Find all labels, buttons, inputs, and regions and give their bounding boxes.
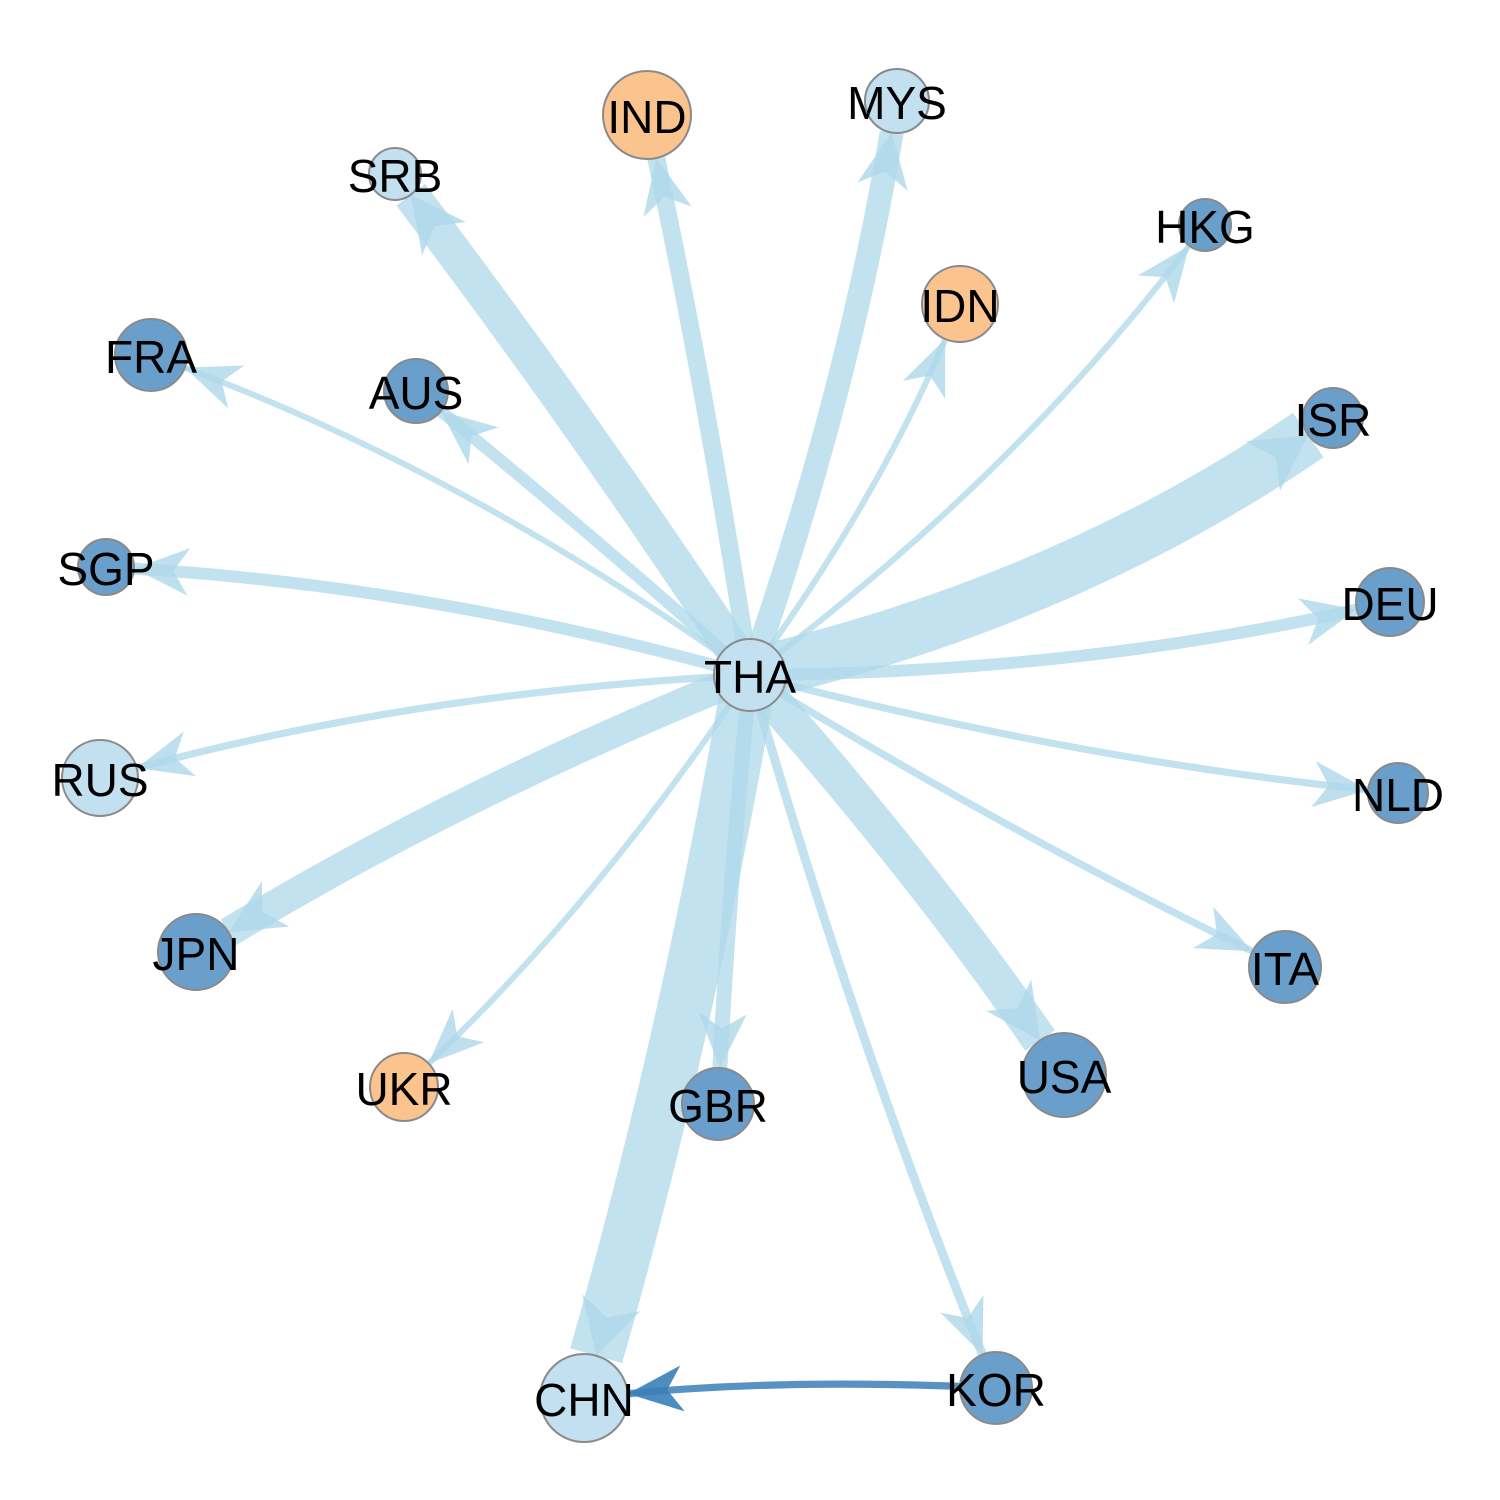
arrowhead-tha-mys <box>857 132 908 192</box>
node-srb[interactable] <box>368 147 422 201</box>
node-mys[interactable] <box>864 68 930 134</box>
node-kor[interactable] <box>959 1351 1033 1425</box>
node-label-aus: AUS <box>369 367 464 419</box>
node-label-ukr: UKR <box>355 1063 452 1115</box>
node-label-srb: SRB <box>348 150 443 202</box>
arrowhead-tha-ind <box>643 158 692 217</box>
arrowhead-tha-nld <box>1311 761 1369 808</box>
node-chn[interactable] <box>539 1353 629 1443</box>
node-label-rus: RUS <box>51 754 148 806</box>
node-label-ind: IND <box>607 91 686 143</box>
node-label-nld: NLD <box>1352 769 1444 821</box>
edge-tha-usa <box>736 663 1055 1051</box>
node-jpn[interactable] <box>157 913 235 991</box>
arrowhead-tha-hkg <box>1137 245 1190 304</box>
node-sgp[interactable] <box>77 538 135 596</box>
node-label-sgp: SGP <box>57 543 154 595</box>
node-hkg[interactable] <box>1178 198 1232 252</box>
arrowhead-tha-rus <box>136 731 196 777</box>
node-label-hkg: HKG <box>1155 201 1255 253</box>
node-isr[interactable] <box>1302 387 1364 449</box>
edge-kor-chn <box>627 1380 997 1398</box>
node-ita[interactable] <box>1248 930 1322 1004</box>
node-label-gbr: GBR <box>668 1080 768 1132</box>
node-deu[interactable] <box>1355 567 1425 637</box>
node-label-ita: ITA <box>1251 943 1319 995</box>
node-label-chn: CHN <box>534 1374 634 1426</box>
edge-tha-ita <box>748 671 1255 955</box>
node-tha[interactable] <box>713 638 787 712</box>
arrowhead-tha-ita <box>1193 906 1253 952</box>
arrowhead-tha-srb <box>410 194 466 256</box>
arrowhead-tha-ukr <box>428 1009 485 1064</box>
node-label-kor: KOR <box>946 1364 1046 1416</box>
edge-tha-isr <box>743 412 1324 702</box>
edge-tha-jpn <box>220 661 756 946</box>
edge-tha-fra <box>183 364 752 678</box>
node-label-jpn: JPN <box>153 928 240 980</box>
node-label-idn: IDN <box>920 280 999 332</box>
edge-tha-aus <box>437 406 754 680</box>
edge-tha-gbr <box>712 674 758 1069</box>
edge-tha-srb <box>396 183 766 685</box>
edge-tha-rus <box>135 671 751 772</box>
arrowhead-tha-usa <box>986 979 1041 1041</box>
node-label-usa: USA <box>1017 1051 1112 1103</box>
node-nld[interactable] <box>1367 762 1429 824</box>
edge-tha-hkg <box>748 243 1192 678</box>
edge-tha-mys <box>738 130 904 679</box>
arrowhead-tha-kor <box>940 1294 984 1355</box>
node-fra[interactable] <box>114 318 188 392</box>
arrowhead-tha-deu <box>1297 598 1357 645</box>
node-label-deu: DEU <box>1341 578 1438 630</box>
arrowhead-tha-fra <box>184 365 245 409</box>
edge-tha-chn <box>570 670 777 1364</box>
arrowhead-tha-aus <box>440 411 499 465</box>
labels-layer: THA IND MYS SRB HKG IDN FRA AUS ISR SGP DEU RUS NLD J… <box>51 77 1444 1426</box>
node-label-isr: ISR <box>1295 394 1372 446</box>
arrowhead-tha-chn <box>582 1294 641 1356</box>
node-ind[interactable] <box>602 70 692 160</box>
node-idn[interactable] <box>921 265 999 343</box>
node-usa[interactable] <box>1021 1032 1107 1118</box>
arrowhead-tha-isr <box>1245 434 1309 491</box>
node-label-fra: FRA <box>105 331 197 383</box>
arrowhead-tha-gbr <box>698 1011 747 1069</box>
edge-tha-ind <box>647 156 759 677</box>
edges-layer <box>133 130 1369 1398</box>
nodes-layer <box>61 68 1429 1443</box>
node-aus[interactable] <box>383 358 449 424</box>
node-label-tha: THA <box>704 651 796 703</box>
arrowhead-tha-idn <box>902 339 946 399</box>
edge-tha-kor <box>745 673 987 1357</box>
node-gbr[interactable] <box>681 1067 755 1141</box>
arrowhead-kor-chn <box>627 1365 685 1412</box>
edge-tha-deu <box>749 603 1359 681</box>
arrows-layer <box>133 132 1369 1412</box>
arrowhead-tha-sgp <box>133 548 191 596</box>
node-label-mys: MYS <box>847 77 947 129</box>
node-rus[interactable] <box>61 739 139 817</box>
edge-tha-idn <box>747 337 949 677</box>
arrowhead-tha-jpn <box>228 881 290 933</box>
node-ukr[interactable] <box>369 1052 439 1122</box>
edge-tha-nld <box>749 671 1369 794</box>
edge-tha-ukr <box>426 673 753 1066</box>
edge-tha-sgp <box>133 562 752 681</box>
